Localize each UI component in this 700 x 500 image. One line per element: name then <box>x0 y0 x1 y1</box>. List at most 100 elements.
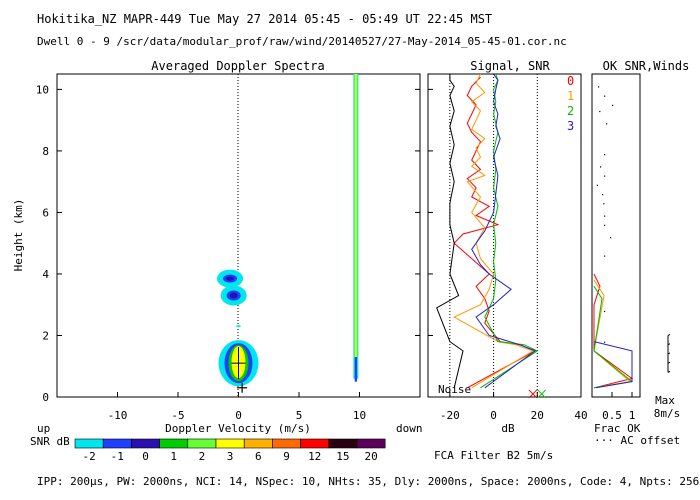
colorbar-tick-label: -1 <box>111 450 124 463</box>
colorbar-cell-6 <box>243 438 273 449</box>
header-path: Dwell 0 - 9 /scr/data/modular_prof/raw/w… <box>37 35 567 48</box>
snr-x-marker-green-b <box>537 389 547 399</box>
colorbar-tick-label: 12 <box>308 450 321 463</box>
wind-max-label: Max <box>655 394 675 407</box>
spectra-title: Averaged Doppler Spectra <box>151 59 324 73</box>
ok-series-0 <box>593 273 634 389</box>
ok-series-2 <box>593 286 634 389</box>
colorbar-snr-label: SNR dB <box>30 435 70 448</box>
velocity-tick-label: 10 <box>353 409 366 422</box>
echo-blob-upper-peak <box>226 276 235 281</box>
ac-offset-dot <box>610 237 612 239</box>
snr-tick-label: 0 <box>490 409 497 422</box>
snr-colorbar: up SNR dB down -2 -1 0 1 2 3 6 9 12 15 20 <box>30 422 423 463</box>
ac-offset-dot <box>604 175 606 177</box>
colorbar-cell-1 <box>102 438 132 449</box>
snr-series-1 <box>453 73 535 389</box>
snr-frame <box>427 73 582 398</box>
clutter-band-base <box>354 357 358 382</box>
colorbar-tick-label: 6 <box>255 450 262 463</box>
clutter-band-core <box>355 74 357 367</box>
ac-offset-dot <box>606 123 608 125</box>
colorbar-cell-2 <box>131 438 160 449</box>
colorbar-tick-label: 20 <box>364 450 377 463</box>
frac-ok-label: Frac OK <box>594 422 641 435</box>
echo-speck <box>236 325 241 328</box>
ac-offset-dot <box>604 310 606 313</box>
noise-label: Noise <box>438 383 471 396</box>
wind-barb <box>667 334 671 336</box>
height-tick-label: 4 <box>42 268 49 281</box>
height-tick-label: 6 <box>42 206 49 219</box>
snr-series-0 <box>453 76 537 389</box>
ac-offset-label: ··· AC offset <box>594 434 680 447</box>
spectra-panel: Averaged Doppler Spectra 0 2 4 6 8 10 -10 -5 0 5 1… <box>12 59 421 435</box>
wind-panel: Max 8m/s <box>654 334 681 420</box>
snr-tick-label: -20 <box>440 409 460 422</box>
colorbar-cell-5 <box>215 438 245 449</box>
ac-offset-dot <box>600 166 602 168</box>
ac-offset-dot <box>612 104 614 106</box>
wind-barb <box>667 352 671 355</box>
frac-tick-label: 0.5 <box>602 409 622 422</box>
colorbar-down-label: down <box>396 422 423 435</box>
legend-item-1: 1 <box>567 89 574 103</box>
ac-offset-dot <box>599 110 601 113</box>
legend: 0 1 2 3 <box>567 74 574 133</box>
colorbar-cell-0 <box>74 438 104 449</box>
colorbar-tick-label: 2 <box>199 450 206 463</box>
wind-barb <box>667 370 671 373</box>
height-tick-label: 10 <box>36 83 49 96</box>
ok-series-1 <box>593 279 632 389</box>
ac-offset-dot <box>604 255 606 257</box>
ac-offset-dot <box>596 184 598 186</box>
snr-axis-label: dB <box>501 422 515 435</box>
colorbar-tick-label: -2 <box>82 450 95 463</box>
height-tick-label: 2 <box>42 329 49 342</box>
snr-x-marker-red-b <box>528 389 538 399</box>
snr-series-3 <box>471 73 537 389</box>
colorbar-cell-9 <box>328 438 358 449</box>
ac-offset-dot <box>603 203 605 205</box>
ac-offset-dot <box>604 215 606 217</box>
colorbar-cell-10 <box>356 438 386 449</box>
legend-item-0: 0 <box>567 74 574 88</box>
wind-barb <box>667 361 671 364</box>
colorbar-cell-8 <box>300 438 330 449</box>
snr-series-2 <box>480 73 539 389</box>
snr-tick-label: 20 <box>531 409 544 422</box>
snr-series-noise <box>436 74 464 388</box>
snr-tick-label: 40 <box>574 409 587 422</box>
colorbar-tick-label: 0 <box>142 450 149 463</box>
footer-params: IPP: 200µs, PW: 2000ns, NCI: 14, NSpec: … <box>37 475 699 488</box>
snr-title: Signal, SNR <box>470 59 550 73</box>
ok-title: OK SNR,Winds <box>603 59 690 73</box>
velocity-tick-label: -5 <box>171 409 184 422</box>
frac-tick-label: 1 <box>629 409 636 422</box>
ac-offset-dot <box>602 193 604 196</box>
ac-offset-dot <box>598 86 600 88</box>
velocity-axis-label: Doppler Velocity (m/s) <box>165 422 311 435</box>
ac-offset-dot <box>604 153 606 156</box>
ac-offset-dot <box>604 341 606 343</box>
ok-series-3 <box>593 341 633 389</box>
ac-offset-dot <box>604 95 606 97</box>
ac-offset-dot <box>604 224 606 226</box>
ok-frame <box>591 73 641 398</box>
wind-scale-label: 8m/s <box>654 407 681 420</box>
height-axis-label: Height (km) <box>12 199 25 272</box>
colorbar-cell-4 <box>187 438 217 449</box>
colorbar-up-label: up <box>37 422 50 435</box>
velocity-tick-label: 0 <box>235 409 242 422</box>
legend-item-3: 3 <box>567 119 574 133</box>
legend-item-2: 2 <box>567 104 574 118</box>
colorbar-tick-label: 3 <box>227 450 234 463</box>
colorbar-tick-label: 9 <box>283 450 290 463</box>
velocity-tick-label: 5 <box>296 409 303 422</box>
echo-blob-middle-peak <box>229 292 238 299</box>
fca-filter-label: FCA Filter B2 5m/s <box>434 449 553 462</box>
header-title: Hokitika_NZ MAPR-449 Tue May 27 2014 05:… <box>37 12 492 26</box>
colorbar-cell-7 <box>272 438 301 449</box>
height-tick-label: 8 <box>42 145 49 158</box>
